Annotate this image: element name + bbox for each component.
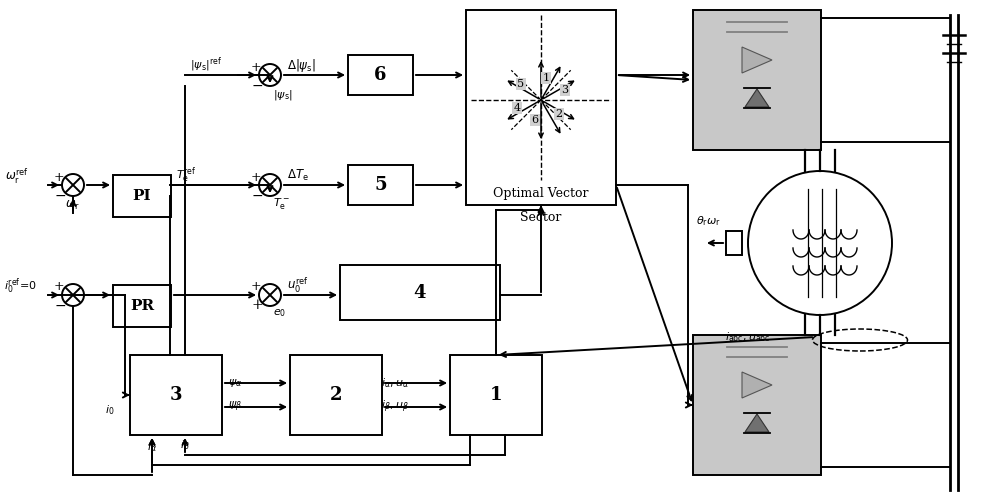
Text: $-$: $-$ [251,188,263,202]
Text: $\omega_{\rm r}^{\rm ref}$: $\omega_{\rm r}^{\rm ref}$ [5,166,29,186]
Text: Optimal Vector: Optimal Vector [493,187,589,200]
Text: +: + [251,60,261,73]
Polygon shape [745,414,769,432]
Text: $|\psi_{\rm s}|^{\rm ref}$: $|\psi_{\rm s}|^{\rm ref}$ [190,56,222,74]
Text: 6: 6 [374,66,387,84]
Text: +: + [251,281,261,293]
Text: $i_0$: $i_0$ [105,403,115,417]
Text: +: + [251,171,261,184]
Text: 4: 4 [513,103,521,113]
Text: +: + [54,171,64,184]
Text: 1: 1 [490,386,502,404]
Bar [466,10,616,205]
Bar [113,175,171,217]
Text: 5: 5 [374,176,387,194]
Text: $T_{\rm e}^-$: $T_{\rm e}^-$ [273,196,290,210]
Circle shape [259,284,281,306]
Circle shape [748,171,892,315]
Text: $i_{\beta},u_{\beta}$: $i_{\beta},u_{\beta}$ [381,399,409,415]
Text: $|\psi_{\rm s}|$: $|\psi_{\rm s}|$ [273,88,293,102]
Bar [113,285,171,327]
Text: PR: PR [130,299,154,313]
Text: $\theta_{\rm r}\omega_{\rm r}$: $\theta_{\rm r}\omega_{\rm r}$ [696,214,721,228]
Polygon shape [745,89,769,107]
Bar [130,355,222,435]
Circle shape [62,284,84,306]
Text: +: + [251,298,263,312]
Text: $\psi_{\alpha}$: $\psi_{\alpha}$ [228,377,242,389]
Circle shape [259,174,281,196]
Text: 3: 3 [561,85,569,95]
Bar [726,231,742,255]
Text: 4: 4 [414,284,426,301]
Text: $i_{\alpha},u_{\alpha}$: $i_{\alpha},u_{\alpha}$ [381,376,409,390]
Text: 1: 1 [542,73,550,83]
Bar [340,265,500,320]
Text: $\Delta T_{\rm e}$: $\Delta T_{\rm e}$ [287,167,309,183]
Polygon shape [742,47,772,73]
Text: $\psi_{\beta}$: $\psi_{\beta}$ [228,400,242,414]
Text: 5: 5 [517,79,525,89]
Text: 2: 2 [555,109,563,119]
Text: 2: 2 [330,386,342,404]
Text: 3: 3 [170,386,182,404]
Text: $i_{\beta}$: $i_{\beta}$ [180,439,190,455]
Text: PI: PI [133,189,151,203]
Bar [290,355,382,435]
Bar [693,335,821,475]
Text: $i_{\alpha}$: $i_{\alpha}$ [147,440,157,454]
Text: +: + [54,281,64,293]
Text: $\omega_{\rm r}$: $\omega_{\rm r}$ [65,199,81,212]
Text: $-$: $-$ [54,188,66,202]
Polygon shape [742,372,772,398]
Bar [348,165,413,205]
Circle shape [62,174,84,196]
Bar [348,55,413,95]
Text: $\Delta|\psi_{\rm s}|$: $\Delta|\psi_{\rm s}|$ [287,56,316,73]
Text: Sector: Sector [520,210,562,223]
Text: $-$: $-$ [251,78,263,92]
Text: $i_0^{\rm ref}\!=\!0$: $i_0^{\rm ref}\!=\!0$ [4,276,37,296]
Text: $T_{\rm e}^{\rm ref}$: $T_{\rm e}^{\rm ref}$ [176,165,196,185]
Text: $e_0$: $e_0$ [273,307,286,319]
Bar [693,10,821,150]
Text: 6: 6 [531,115,539,125]
Circle shape [259,64,281,86]
Text: $u_0^{\rm ref}$: $u_0^{\rm ref}$ [287,275,309,295]
Bar [450,355,542,435]
Text: $i_{\rm abc},u_{\rm abc}$: $i_{\rm abc},u_{\rm abc}$ [725,330,771,344]
Text: $-$: $-$ [54,298,66,312]
